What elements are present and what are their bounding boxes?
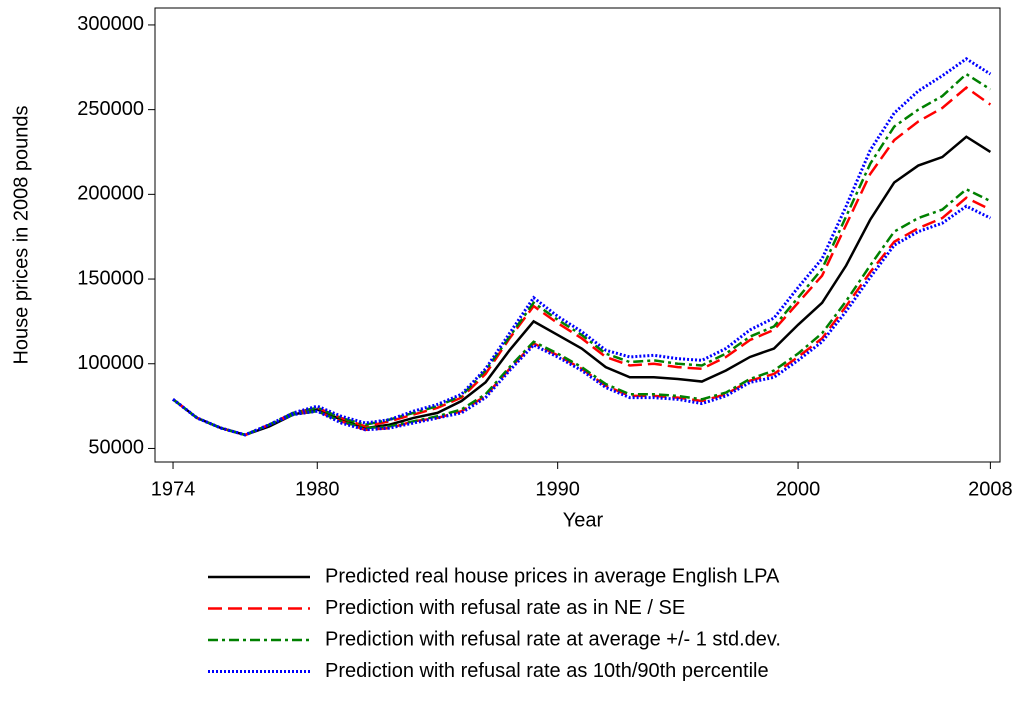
x-tick-label: 2000	[776, 478, 821, 500]
y-tick-label: 50000	[88, 437, 144, 459]
x-tick-label: 1980	[295, 478, 340, 500]
legend-label: Prediction with refusal rate as 10th/90t…	[325, 660, 769, 682]
x-tick-label: 2008	[968, 478, 1013, 500]
x-axis-label: Year	[563, 509, 604, 531]
x-tick-label: 1974	[151, 478, 196, 500]
series-line	[172, 204, 992, 437]
series-line	[172, 72, 992, 437]
series-line	[172, 86, 992, 437]
y-tick-label: 300000	[77, 13, 144, 35]
x-tick-label: 1990	[535, 478, 580, 500]
legend-label: Prediction with refusal rate as in NE / …	[325, 597, 685, 619]
y-tick-label: 250000	[77, 98, 144, 120]
y-axis-label: House prices in 2008 pounds	[10, 105, 32, 364]
legend-label: Prediction with refusal rate at average …	[325, 628, 781, 650]
legend-label: Predicted real house prices in average E…	[325, 565, 780, 587]
y-tick-label: 100000	[77, 352, 144, 374]
y-tick-label: 150000	[77, 267, 144, 289]
series-line	[172, 196, 991, 437]
series-line	[172, 57, 992, 437]
y-tick-label: 200000	[77, 183, 144, 205]
plot-frame	[154, 7, 1001, 463]
